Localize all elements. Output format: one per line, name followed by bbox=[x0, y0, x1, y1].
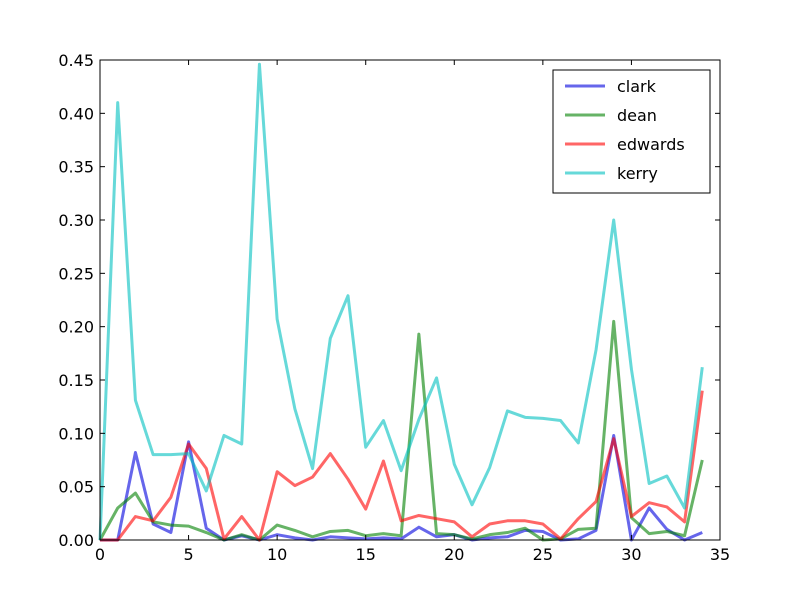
x-axis: 0 5 10 15 20 25 30 35 bbox=[95, 60, 730, 564]
plot-border bbox=[99, 59, 721, 541]
y-axis: 0.00 0.05 0.10 0.15 0.20 0.25 0.30 0.35 0.40 0.45 bbox=[58, 51, 720, 550]
y-tick-label: 0.10 bbox=[58, 424, 94, 443]
y-tick-label: 0.25 bbox=[58, 264, 94, 283]
legend-label-kerry: kerry bbox=[617, 164, 658, 183]
y-tick-label: 0.05 bbox=[58, 478, 94, 497]
series-line-edwards bbox=[100, 390, 704, 542]
x-tick-label: 15 bbox=[356, 545, 376, 564]
y-tick-label: 0.45 bbox=[58, 51, 94, 70]
plot-frame bbox=[99, 59, 721, 541]
x-tick-label: 10 bbox=[267, 545, 287, 564]
legend: clark dean edwards kerry bbox=[552, 69, 711, 194]
x-tick-label: 20 bbox=[444, 545, 464, 564]
y-tick-label: 0.15 bbox=[58, 371, 94, 390]
y-tick-label: 0.30 bbox=[58, 211, 94, 230]
legend-label-clark: clark bbox=[617, 77, 657, 96]
x-tick-label: 5 bbox=[183, 545, 193, 564]
legend-label-edwards: edwards bbox=[617, 135, 685, 154]
series-line-kerry bbox=[98, 62, 704, 541]
x-tick-label: 0 bbox=[95, 545, 105, 564]
x-tick-label: 35 bbox=[710, 545, 730, 564]
y-tick-label: 0.20 bbox=[58, 318, 94, 337]
x-tick-label: 30 bbox=[621, 545, 641, 564]
y-tick-label: 0.35 bbox=[58, 158, 94, 177]
series-line-clark bbox=[100, 433, 703, 542]
legend-label-dean: dean bbox=[617, 106, 657, 125]
y-tick-label: 0.00 bbox=[58, 531, 94, 550]
series-lines bbox=[98, 62, 704, 542]
y-tick-label: 0.40 bbox=[58, 104, 94, 123]
x-tick-label: 25 bbox=[533, 545, 553, 564]
series-line-dean bbox=[98, 319, 704, 542]
